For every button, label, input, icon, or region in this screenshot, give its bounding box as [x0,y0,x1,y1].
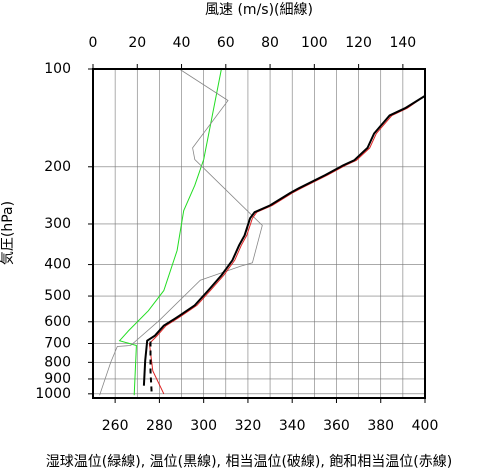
plot-frame [92,68,426,399]
x2-tick-label: 40 [173,35,191,51]
x-tick-label: 340 [279,418,306,434]
y-tick-label: 1000 [35,386,71,402]
y-tick-label: 400 [44,257,71,273]
y-tick-label: 200 [44,159,71,175]
y-axis-label: 気圧(hPa) [0,201,16,265]
x2-tick-label: 100 [301,35,328,51]
x2-tick-label: 120 [345,35,372,51]
profile-line [148,95,426,395]
x2-axis-label: 風速 (m/s)(細線) [205,2,313,18]
y-tick-label: 300 [44,216,71,232]
x-axis-label: 湿球温位(緑線), 温位(黒線), 相当温位(破線), 飽和相当温位(赤線) [46,453,452,470]
y-tick-label: 900 [44,371,71,387]
profile-line [118,68,222,396]
y-tick-label: 800 [44,354,71,370]
x-tick-label: 360 [323,418,350,434]
y-tick-label: 100 [44,61,71,77]
x-tick-label: 320 [235,418,262,434]
x-tick-label: 300 [190,418,217,434]
x2-tick-label: 80 [261,35,279,51]
x-tick-label: 260 [102,418,129,434]
x2-tick-label: 0 [89,35,98,51]
x-tick-label: 400 [412,418,439,434]
profile-line [99,68,263,396]
profile-line [149,341,153,394]
x-tick-label: 380 [367,418,394,434]
x-tick-label: 280 [146,418,173,434]
profile-line [142,95,426,386]
x2-tick-label: 140 [389,35,416,51]
y-tick-label: 600 [44,314,71,330]
x2-tick-label: 20 [128,35,146,51]
x2-tick-label: 60 [217,35,235,51]
y-tick-label: 500 [44,288,71,304]
y-tick-label: 700 [44,336,71,352]
